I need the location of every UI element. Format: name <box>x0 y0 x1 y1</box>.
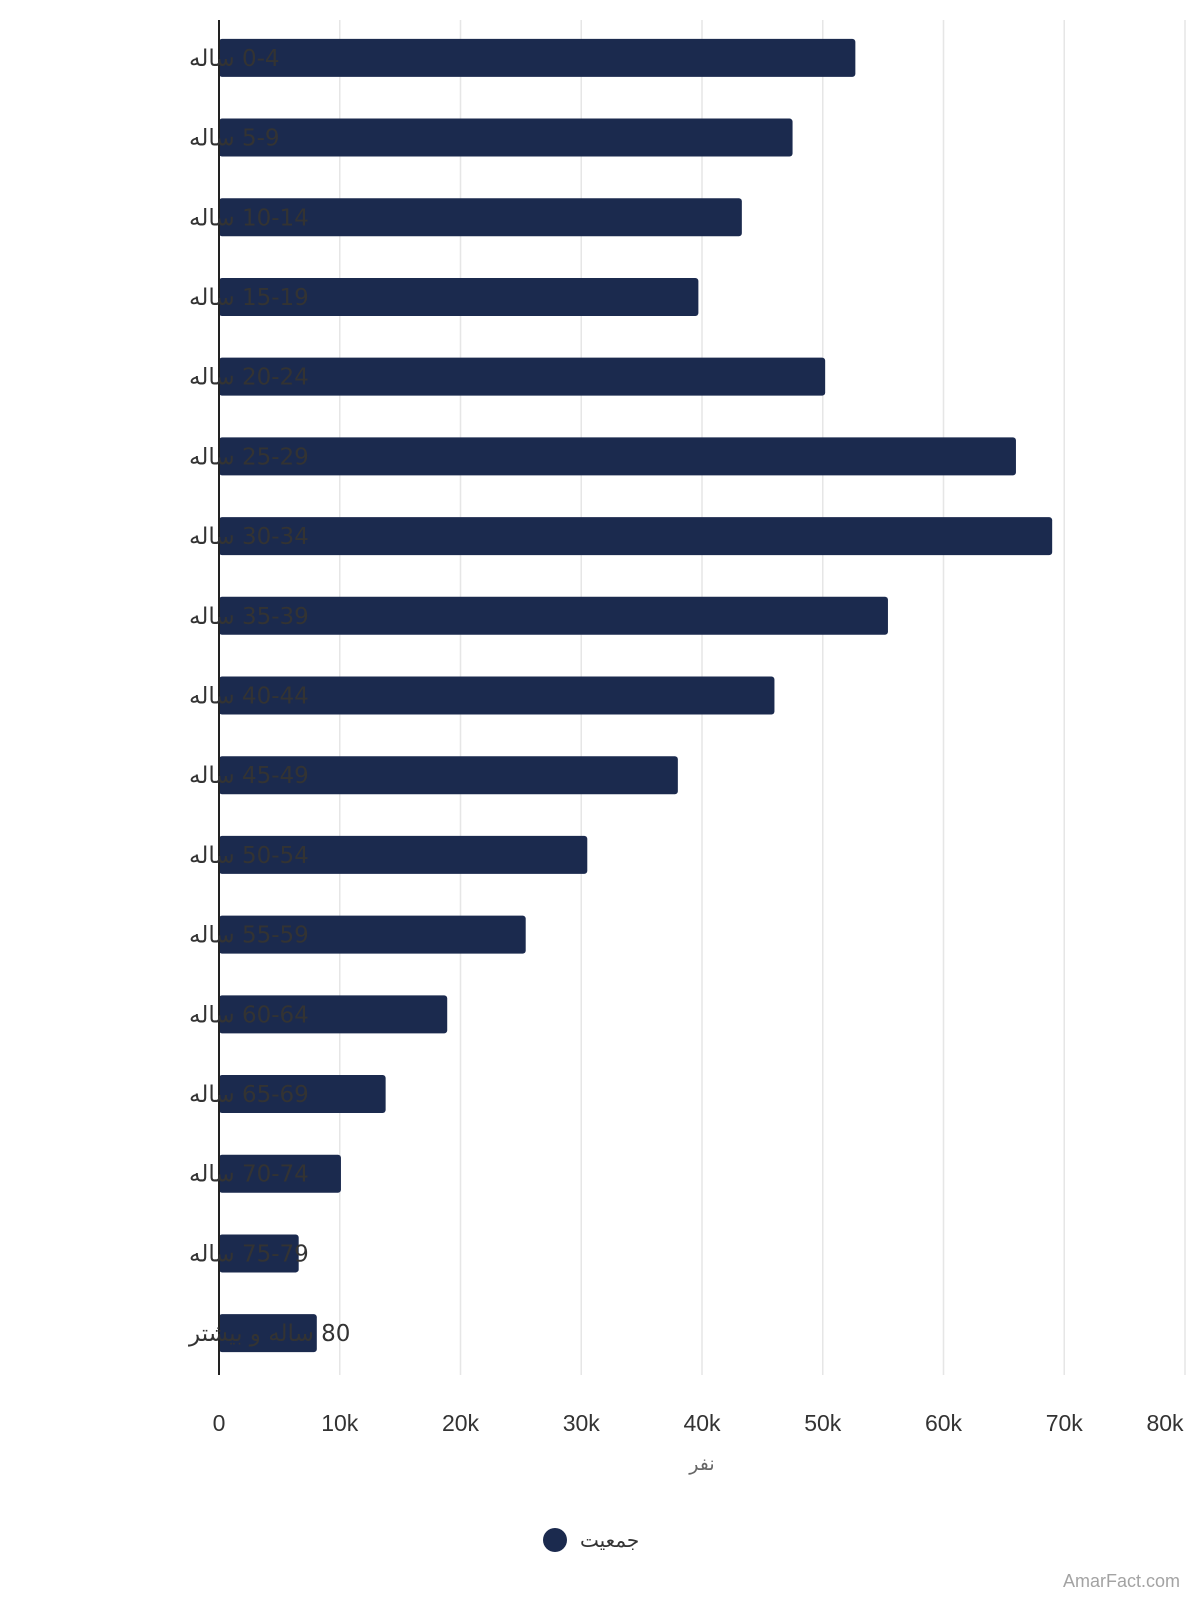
bar[interactable] <box>219 357 826 396</box>
bar[interactable] <box>219 1075 386 1114</box>
bar[interactable] <box>219 1314 317 1353</box>
source-credit[interactable]: AmarFact.com <box>1062 1571 1180 1591</box>
bars <box>219 38 1053 1353</box>
x-tick-label: 30k <box>563 1410 601 1436</box>
category-label: 5-9 ساله <box>189 126 280 152</box>
category-label: 10-14 ساله <box>189 205 309 231</box>
category-label: 40-44 ساله <box>189 684 309 710</box>
x-tick-labels: 0 10k 20k 30k 40k 50k 60k 70k 80k <box>213 1410 1184 1436</box>
category-label: 15-19 ساله <box>189 285 309 311</box>
x-axis-title: نفر <box>688 1453 714 1475</box>
category-label: 20-24 ساله <box>189 365 309 391</box>
x-tick-label: 60k <box>925 1410 963 1436</box>
x-tick-label: 50k <box>804 1410 842 1436</box>
bar[interactable] <box>219 38 856 77</box>
x-tick-label: 80k <box>1146 1410 1184 1436</box>
bar[interactable] <box>219 596 888 635</box>
bar[interactable] <box>219 437 1016 476</box>
x-tick-label: 70k <box>1046 1410 1084 1436</box>
legend[interactable]: جمعیت <box>543 1528 639 1552</box>
legend-marker-icon <box>543 1528 567 1552</box>
bar[interactable] <box>219 198 742 237</box>
category-label: 45-49 ساله <box>189 763 309 789</box>
x-tick-label: 20k <box>442 1410 480 1436</box>
bar[interactable] <box>219 915 526 954</box>
bar[interactable] <box>219 1154 341 1193</box>
category-label: 65-69 ساله <box>189 1082 309 1108</box>
x-tick-label: 0 <box>213 1410 226 1436</box>
bar[interactable] <box>219 517 1053 556</box>
x-tick-label: 10k <box>321 1410 359 1436</box>
bar[interactable] <box>219 1234 299 1273</box>
category-label: 30-34 ساله <box>189 524 309 550</box>
legend-label: جمعیت <box>580 1528 639 1552</box>
category-label: 75-79 ساله <box>189 1241 309 1267</box>
category-label: 55-59 ساله <box>189 923 309 949</box>
category-label: 25-29 ساله <box>189 444 309 470</box>
category-label: 60-64 ساله <box>189 1002 309 1028</box>
bar[interactable] <box>219 835 588 874</box>
bar[interactable] <box>219 676 775 715</box>
category-labels: 0-4 ساله 5-9 ساله 10-14 ساله 15-19 ساله 20-2… <box>188 46 350 1347</box>
category-label: 70-74 ساله <box>189 1162 309 1188</box>
category-label: 80 ساله و بیشتر <box>188 1321 350 1347</box>
category-label: 35-39 ساله <box>189 604 309 630</box>
x-tick-label: 40k <box>683 1410 721 1436</box>
bar[interactable] <box>219 118 793 157</box>
category-label: 50-54 ساله <box>189 843 309 869</box>
bar[interactable] <box>219 995 448 1034</box>
bar[interactable] <box>219 756 678 795</box>
bar[interactable] <box>219 277 699 316</box>
category-label: 0-4 ساله <box>189 46 280 72</box>
